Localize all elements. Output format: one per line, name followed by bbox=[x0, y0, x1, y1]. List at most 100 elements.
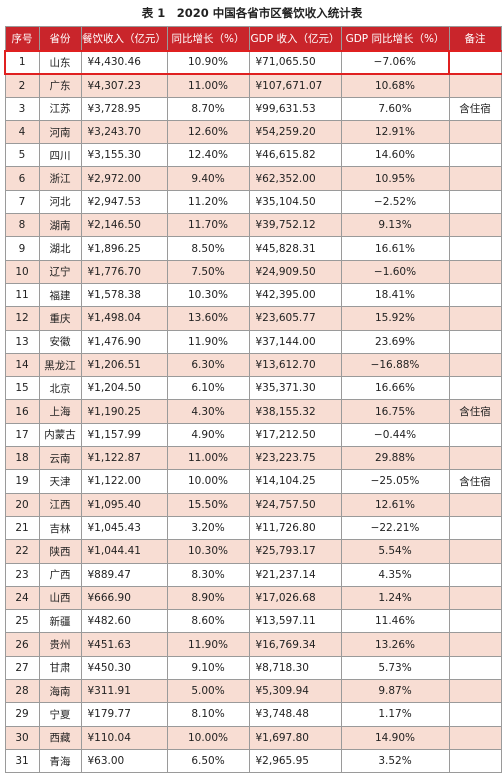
cell-gdp: ¥39,752.12 bbox=[248, 213, 342, 238]
cell-gdp-growth: 10.95% bbox=[340, 166, 450, 191]
cell-province: 山东 bbox=[38, 49, 82, 75]
cell-note bbox=[448, 49, 502, 75]
cell-note bbox=[448, 585, 502, 611]
cell-revenue: ¥1,206.51 bbox=[80, 352, 168, 378]
cell-note: 含住宿 bbox=[448, 96, 502, 121]
cell-growth: 3.20% bbox=[166, 515, 250, 541]
cell-gdp-growth: 1.17% bbox=[340, 702, 450, 727]
cell-gdp: ¥17,212.50 bbox=[248, 422, 342, 448]
cell-growth: 4.30% bbox=[166, 399, 250, 424]
cell-note bbox=[448, 539, 502, 564]
cell-no: 30 bbox=[4, 725, 40, 750]
cell-province: 四川 bbox=[38, 143, 82, 168]
cell-gdp: ¥13,612.70 bbox=[248, 352, 342, 378]
cell-gdp-growth: −7.06% bbox=[340, 49, 450, 75]
cell-gdp: ¥2,965.95 bbox=[248, 748, 342, 773]
cell-province: 浙江 bbox=[38, 166, 82, 191]
cell-province: 辽宁 bbox=[38, 259, 82, 284]
cell-gdp: ¥35,104.50 bbox=[248, 189, 342, 215]
cell-growth: 6.50% bbox=[166, 748, 250, 773]
cell-growth: 9.40% bbox=[166, 166, 250, 191]
cell-no: 5 bbox=[4, 143, 40, 168]
cell-growth: 10.30% bbox=[166, 539, 250, 564]
cell-no: 27 bbox=[4, 655, 40, 681]
table-row: 31 青海 ¥63.00 6.50% ¥2,965.95 3.52% bbox=[4, 748, 502, 773]
cell-gdp-growth: 14.90% bbox=[340, 725, 450, 750]
cell-revenue: ¥450.30 bbox=[80, 655, 168, 681]
cell-no: 16 bbox=[4, 399, 40, 424]
table-row: 30 西藏 ¥110.04 10.00% ¥1,697.80 14.90% bbox=[4, 725, 502, 750]
cell-gdp: ¥23,605.77 bbox=[248, 306, 342, 331]
cell-growth: 8.90% bbox=[166, 585, 250, 611]
cell-growth: 10.30% bbox=[166, 282, 250, 308]
cell-gdp-growth: −1.60% bbox=[340, 259, 450, 284]
cell-gdp: ¥13,597.11 bbox=[248, 609, 342, 634]
cell-gdp-growth: 16.75% bbox=[340, 399, 450, 424]
cell-gdp-growth: 9.13% bbox=[340, 213, 450, 238]
cell-note bbox=[448, 562, 502, 587]
statistics-table: 序号 省份 餐饮收入（亿元） 同比增长（%） GDP 收入（亿元） GDP 同比… bbox=[4, 26, 502, 773]
cell-growth: 10.00% bbox=[166, 725, 250, 750]
cell-gdp: ¥45,828.31 bbox=[248, 236, 342, 261]
cell-note bbox=[448, 282, 502, 308]
cell-gdp: ¥14,104.25 bbox=[248, 469, 342, 494]
cell-note bbox=[448, 376, 502, 401]
cell-note bbox=[448, 748, 502, 773]
cell-no: 2 bbox=[4, 73, 40, 98]
cell-growth: 13.60% bbox=[166, 306, 250, 331]
cell-gdp: ¥42,395.00 bbox=[248, 282, 342, 308]
cell-note: 含住宿 bbox=[448, 399, 502, 424]
cell-province: 安徽 bbox=[38, 329, 82, 354]
table-row: 27 甘肃 ¥450.30 9.10% ¥8,718.30 5.73% bbox=[4, 655, 502, 681]
cell-province: 西藏 bbox=[38, 725, 82, 750]
cell-no: 20 bbox=[4, 492, 40, 517]
header-gdp-growth: GDP 同比增长（%） bbox=[340, 26, 450, 51]
cell-growth: 10.90% bbox=[166, 49, 250, 75]
cell-growth: 8.30% bbox=[166, 562, 250, 587]
cell-gdp-growth: 16.66% bbox=[340, 376, 450, 401]
cell-no: 21 bbox=[4, 515, 40, 541]
cell-province: 江苏 bbox=[38, 96, 82, 121]
cell-province: 新疆 bbox=[38, 609, 82, 634]
cell-revenue: ¥2,972.00 bbox=[80, 166, 168, 191]
table-row: 6 浙江 ¥2,972.00 9.40% ¥62,352.00 10.95% bbox=[4, 166, 502, 191]
cell-growth: 8.10% bbox=[166, 702, 250, 727]
table-row: 4 河南 ¥3,243.70 12.60% ¥54,259.20 12.91% bbox=[4, 119, 502, 145]
cell-province: 山西 bbox=[38, 585, 82, 611]
cell-no: 19 bbox=[4, 469, 40, 494]
table-row: 8 湖南 ¥2,146.50 11.70% ¥39,752.12 9.13% bbox=[4, 213, 502, 238]
cell-growth: 6.10% bbox=[166, 376, 250, 401]
table-row: 16 上海 ¥1,190.25 4.30% ¥38,155.32 16.75% 含住宿 bbox=[4, 399, 502, 424]
cell-revenue: ¥889.47 bbox=[80, 562, 168, 587]
cell-province: 海南 bbox=[38, 679, 82, 704]
table-row: 22 陕西 ¥1,044.41 10.30% ¥25,793.17 5.54% bbox=[4, 539, 502, 564]
cell-gdp-growth: 12.91% bbox=[340, 119, 450, 145]
cell-note bbox=[448, 352, 502, 378]
cell-gdp-growth: 5.54% bbox=[340, 539, 450, 564]
cell-gdp-growth: 18.41% bbox=[340, 282, 450, 308]
cell-revenue: ¥2,947.53 bbox=[80, 189, 168, 215]
cell-growth: 15.50% bbox=[166, 492, 250, 517]
cell-province: 广东 bbox=[38, 73, 82, 98]
table-row: 19 天津 ¥1,122.00 10.00% ¥14,104.25 −25.05% 含住宿 bbox=[4, 469, 502, 494]
cell-province: 北京 bbox=[38, 376, 82, 401]
cell-revenue: ¥1,122.87 bbox=[80, 446, 168, 471]
cell-growth: 12.40% bbox=[166, 143, 250, 168]
cell-growth: 8.50% bbox=[166, 236, 250, 261]
cell-revenue: ¥482.60 bbox=[80, 609, 168, 634]
cell-growth: 5.00% bbox=[166, 679, 250, 704]
header-revenue: 餐饮收入（亿元） bbox=[80, 26, 168, 51]
cell-revenue: ¥4,430.46 bbox=[80, 49, 168, 75]
cell-gdp-growth: −2.52% bbox=[340, 189, 450, 215]
cell-no: 9 bbox=[4, 236, 40, 261]
cell-note bbox=[448, 189, 502, 215]
cell-note bbox=[448, 259, 502, 284]
cell-no: 10 bbox=[4, 259, 40, 284]
cell-revenue: ¥1,204.50 bbox=[80, 376, 168, 401]
cell-note bbox=[448, 632, 502, 657]
cell-note bbox=[448, 143, 502, 168]
cell-gdp-growth: 1.24% bbox=[340, 585, 450, 611]
header-province: 省份 bbox=[38, 26, 82, 51]
table-row: 17 内蒙古 ¥1,157.99 4.90% ¥17,212.50 −0.44% bbox=[4, 422, 502, 448]
cell-revenue: ¥1,190.25 bbox=[80, 399, 168, 424]
